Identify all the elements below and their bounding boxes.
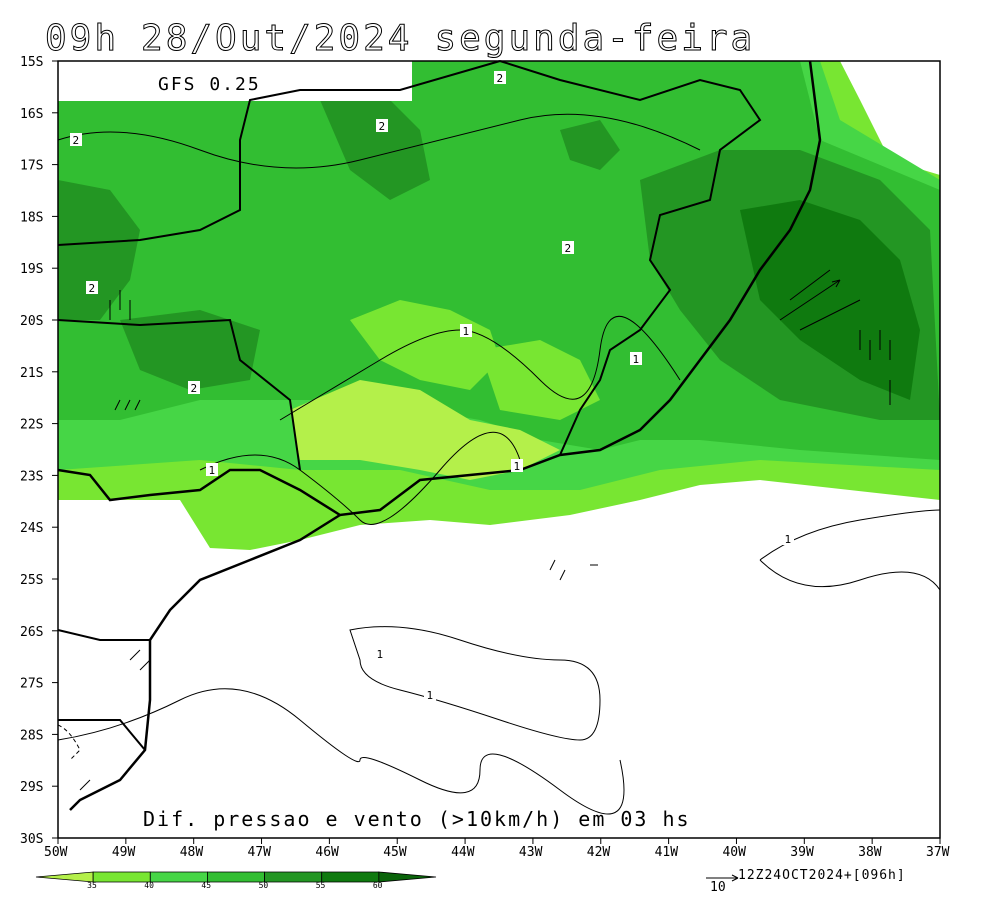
model-label-box bbox=[58, 61, 412, 101]
lon-label: 43W bbox=[519, 845, 543, 860]
lat-label: 24S bbox=[20, 521, 43, 536]
contour-label-box bbox=[86, 281, 98, 294]
lat-label: 15S bbox=[20, 55, 43, 70]
lon-label: 48W bbox=[180, 845, 204, 860]
colorbar-tick-label: 55 bbox=[316, 881, 326, 890]
colorbar-tick-label: 40 bbox=[144, 881, 154, 890]
lat-label: 30S bbox=[20, 832, 43, 847]
lon-label: 41W bbox=[655, 845, 679, 860]
lat-label: 29S bbox=[20, 780, 43, 795]
subtitle: Dif. pressao e vento (>10km/h) em 03 hs bbox=[143, 807, 691, 831]
lon-label: 46W bbox=[315, 845, 339, 860]
lat-label: 16S bbox=[20, 107, 43, 122]
contour-label: 1 bbox=[427, 689, 434, 702]
title-weekday: segunda-feira bbox=[434, 18, 756, 60]
latitude-labels: 15S 16S 17S 18S 19S 20S 21S 22S 23S 24S 25S 26S 27S 2… bbox=[20, 55, 58, 847]
lat-label: 26S bbox=[20, 625, 43, 640]
colorbar-segment bbox=[264, 871, 323, 883]
contour-label-box bbox=[70, 133, 82, 146]
run-label: 12Z24OCT2024+[096h] bbox=[738, 868, 906, 883]
map-title: 09h 28/Out/2024 segunda-feira bbox=[44, 18, 777, 60]
colorbar-segment bbox=[378, 871, 437, 883]
colorbar: 35 40 45 50 55 60 bbox=[35, 871, 437, 890]
contour-label: 1 bbox=[785, 533, 792, 546]
contour-label-box bbox=[374, 647, 386, 660]
pressure-contours bbox=[57, 113, 941, 815]
contour-label: 2 bbox=[565, 242, 572, 255]
contour-label: 2 bbox=[73, 134, 80, 147]
contour-labels: 2 2 2 2 2 2 1 1 1 1 1 1 1 bbox=[70, 71, 794, 702]
contour-label: 2 bbox=[497, 72, 504, 85]
model-label: GFS 0.25 bbox=[158, 74, 261, 95]
state-borders bbox=[57, 60, 762, 751]
colorbar-tick-label: 60 bbox=[373, 881, 383, 890]
colorbar-segment bbox=[149, 871, 208, 883]
colorbar-segment bbox=[321, 871, 380, 883]
lat-label: 21S bbox=[20, 366, 43, 381]
lon-label: 40W bbox=[722, 845, 746, 860]
contour-label: 1 bbox=[463, 325, 470, 338]
vector-scale bbox=[706, 874, 739, 882]
lon-label: 49W bbox=[112, 845, 136, 860]
colorbar-tick-label: 45 bbox=[201, 881, 211, 890]
lon-label: 44W bbox=[451, 845, 475, 860]
contour-label-box bbox=[424, 688, 436, 701]
shaded-field bbox=[58, 61, 940, 550]
contour-label-box bbox=[460, 324, 472, 337]
title-hour: 09h bbox=[44, 18, 120, 60]
lat-label: 22S bbox=[20, 418, 43, 433]
contour-label: 2 bbox=[191, 382, 198, 395]
contour-label: 1 bbox=[514, 460, 521, 473]
contour-label: 2 bbox=[379, 120, 386, 133]
wind-arrows bbox=[79, 269, 891, 791]
lat-label: 17S bbox=[20, 159, 43, 174]
lon-label: 37W bbox=[926, 845, 950, 860]
contour-label-box bbox=[562, 241, 574, 254]
lon-label: 47W bbox=[248, 845, 272, 860]
vector-scale-label: 10 bbox=[710, 880, 726, 895]
lat-label: 18S bbox=[20, 210, 43, 225]
longitude-labels: 50W 49W 48W 47W 46W 45W 44W 43W 42W 41W 40W 39W 38W 3… bbox=[44, 838, 950, 860]
contour-label-box bbox=[494, 71, 506, 84]
colorbar-segment bbox=[207, 871, 265, 883]
colorbar-segment bbox=[35, 871, 94, 883]
contour-label: 1 bbox=[633, 353, 640, 366]
lat-label: 27S bbox=[20, 677, 43, 692]
colorbar-segment bbox=[92, 871, 151, 883]
contour-label-box bbox=[782, 532, 794, 545]
contour-label-box bbox=[206, 463, 218, 476]
lon-label: 42W bbox=[587, 845, 611, 860]
lat-label: 20S bbox=[20, 314, 43, 329]
contour-label: 2 bbox=[89, 282, 96, 295]
contour-label-box bbox=[188, 381, 200, 394]
contour-label-box bbox=[511, 459, 523, 472]
lon-label: 45W bbox=[383, 845, 407, 860]
lat-label: 28S bbox=[20, 728, 43, 743]
plot-frame bbox=[57, 60, 941, 839]
title-date: 28/Out/2024 bbox=[141, 18, 413, 60]
lat-label: 25S bbox=[20, 573, 43, 588]
lat-label: 23S bbox=[20, 469, 43, 484]
lon-label: 38W bbox=[858, 845, 882, 860]
colorbar-tick-label: 35 bbox=[87, 881, 97, 890]
contour-label: 1 bbox=[377, 648, 384, 661]
contour-label-box bbox=[630, 352, 642, 365]
colorbar-tick-label: 50 bbox=[259, 881, 269, 890]
contour-label-box bbox=[376, 119, 388, 132]
contour-label: 1 bbox=[209, 464, 216, 477]
lon-label: 50W bbox=[44, 845, 68, 860]
lat-label: 19S bbox=[20, 262, 43, 277]
lon-label: 39W bbox=[790, 845, 814, 860]
